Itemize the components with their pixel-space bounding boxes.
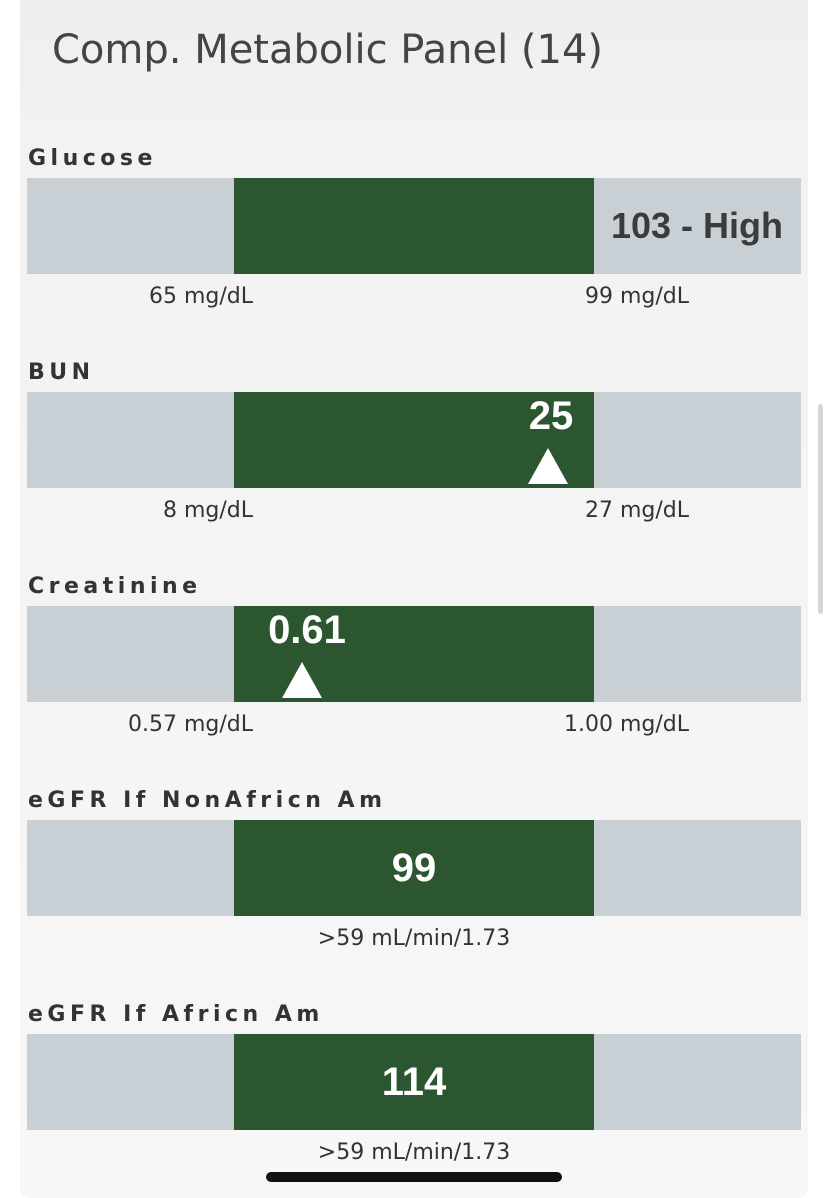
range-bar: 0.61 bbox=[27, 606, 801, 702]
result-value: 114 bbox=[381, 1060, 447, 1104]
range-bar: 103 - High bbox=[27, 178, 801, 274]
normal-range-band bbox=[234, 820, 594, 916]
results-card: Comp. Metabolic Panel (14) Glucose 103 -… bbox=[20, 0, 808, 1198]
test-glucose[interactable]: Glucose 103 - High 65 mg/dL 99 mg/dL bbox=[27, 144, 801, 334]
test-bun[interactable]: BUN 25 8 mg/dL 27 mg/dL bbox=[27, 358, 801, 548]
test-creatinine[interactable]: Creatinine 0.61 0.57 mg/dL 1.00 mg/dL bbox=[27, 572, 801, 762]
range-high-label: 99 mg/dL bbox=[584, 284, 689, 309]
range-bar: 114 bbox=[27, 1034, 801, 1130]
test-name: Glucose bbox=[28, 146, 157, 171]
result-value: 0.61 bbox=[268, 608, 346, 652]
test-name: eGFR If Africn Am bbox=[28, 1002, 324, 1027]
result-marker-icon bbox=[282, 662, 322, 698]
range-high-label: 27 mg/dL bbox=[584, 498, 689, 523]
range-bar: 99 bbox=[27, 820, 801, 916]
normal-range-band bbox=[234, 1034, 594, 1130]
range-low-label: 0.57 mg/dL bbox=[127, 712, 253, 737]
scrollbar-thumb[interactable] bbox=[818, 404, 823, 614]
result-value: 25 bbox=[528, 394, 574, 438]
reference-range-label: >59 mL/min/1.73 bbox=[317, 926, 511, 951]
range-low-label: 65 mg/dL bbox=[148, 284, 253, 309]
result-value: 99 bbox=[391, 846, 437, 890]
range-low-label: 8 mg/dL bbox=[162, 498, 253, 523]
result-value: 103 - High bbox=[610, 205, 783, 246]
result-marker-icon bbox=[528, 448, 568, 484]
test-egfr-non-african-american[interactable]: eGFR If NonAfricn Am 99 >59 mL/min/1.73 bbox=[27, 786, 801, 976]
range-high-label: 1.00 mg/dL bbox=[563, 712, 689, 737]
test-name: BUN bbox=[28, 360, 95, 385]
test-name: eGFR If NonAfricn Am bbox=[28, 788, 387, 813]
test-egfr-african-american[interactable]: eGFR If Africn Am 114 >59 mL/min/1.73 bbox=[27, 1000, 801, 1190]
reference-range-label: >59 mL/min/1.73 bbox=[317, 1140, 511, 1165]
range-bar: 25 bbox=[27, 392, 801, 488]
home-indicator[interactable] bbox=[266, 1172, 562, 1182]
normal-range-band bbox=[234, 178, 594, 274]
panel-title: Comp. Metabolic Panel (14) bbox=[52, 27, 604, 73]
test-name: Creatinine bbox=[28, 574, 202, 599]
